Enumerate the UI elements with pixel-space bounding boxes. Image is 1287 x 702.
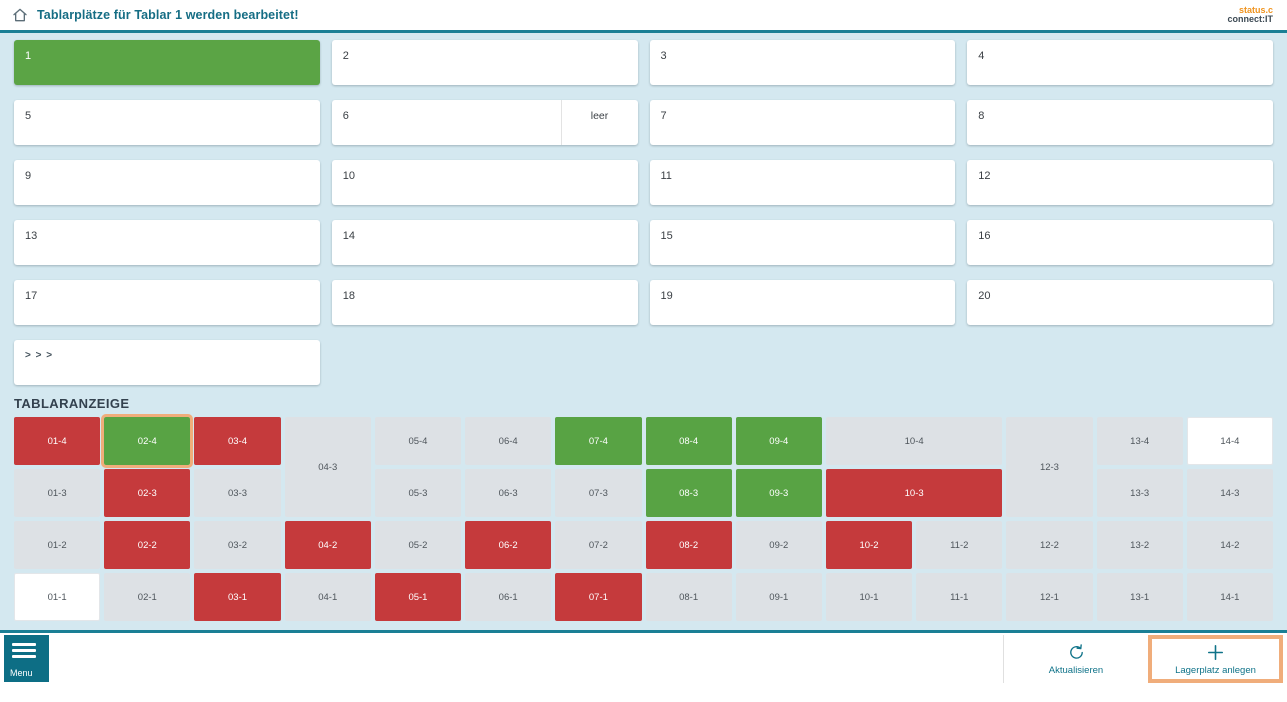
tablar-cell-10-4[interactable]: 10-4	[825, 417, 1003, 465]
tablar-cell-09-2[interactable]: 09-2	[735, 521, 822, 569]
tablar-cell-12-1[interactable]: 12-1	[1006, 573, 1093, 621]
tray-card-4[interactable]: 4	[967, 40, 1273, 85]
tablar-cell-13-1[interactable]: 13-1	[1096, 573, 1183, 621]
tablar-cell-06-4[interactable]: 06-4	[465, 417, 552, 465]
tablar-cell-12-3[interactable]: 12-3	[1006, 417, 1093, 517]
tray-card-6[interactable]: 6 leer	[331, 100, 638, 145]
tablar-cell-03-3[interactable]: 03-3	[194, 469, 281, 517]
tablar-cell-09-3[interactable]: 09-3	[735, 469, 822, 517]
refresh-button-label: Aktualisieren	[1048, 664, 1104, 676]
tablar-cell-06-1[interactable]: 06-1	[465, 573, 552, 621]
tablar-cell-14-4[interactable]: 14-4	[1186, 417, 1273, 465]
brand-logo-line2: connect:IT	[1227, 14, 1273, 24]
tablar-cell-01-2[interactable]: 01-2	[14, 521, 101, 569]
tray-card-1[interactable]: 1	[14, 40, 320, 85]
tablar-cell-05-2[interactable]: 05-2	[374, 521, 462, 569]
refresh-icon	[1069, 643, 1083, 659]
tablar-cell-02-1[interactable]: 02-1	[104, 573, 191, 621]
tablar-cell-14-1[interactable]: 14-1	[1186, 573, 1273, 621]
create-storage-place-button[interactable]: Lagerplatz anlegen	[1148, 635, 1283, 683]
brand-logo: status.c connect:IT	[1227, 4, 1277, 25]
menu-button-label: Menu	[10, 668, 33, 678]
tablar-cell-04-1[interactable]: 04-1	[284, 573, 371, 621]
tray-card-14[interactable]: 14	[331, 220, 638, 265]
tablar-cell-03-2[interactable]: 03-2	[194, 521, 281, 569]
tray-card-13[interactable]: 13	[14, 220, 320, 265]
tablar-cell-14-2[interactable]: 14-2	[1186, 521, 1273, 569]
tray-card-grid: 1 2 3 4 5 6 leer 7 8 9 10 11 12 13 14 15 16 17 18 19 20 > > >	[14, 40, 1273, 385]
tablar-cell-07-3[interactable]: 07-3	[555, 469, 642, 517]
top-header: Tablarplätze für Tablar 1 werden bearbei…	[0, 0, 1287, 30]
tray-card-empty-tag: leer	[560, 100, 638, 145]
tablar-cell-13-2[interactable]: 13-2	[1096, 521, 1183, 569]
tablar-cell-02-4[interactable]: 02-4	[101, 414, 194, 468]
tablar-cell-01-3[interactable]: 01-3	[14, 469, 101, 517]
tray-card-5[interactable]: 5	[14, 100, 320, 145]
tray-card-7[interactable]: 7	[649, 100, 956, 145]
tablar-cell-11-1[interactable]: 11-1	[916, 573, 1003, 621]
tablar-cell-14-3[interactable]: 14-3	[1186, 469, 1273, 517]
plus-icon	[1207, 644, 1224, 660]
tray-card-3[interactable]: 3	[649, 40, 956, 85]
footer-bar: Menu Aktualisieren Lagerplatz anlegen	[0, 633, 1287, 702]
tablar-slot-grid: 01-4 02-4 03-4 04-3 05-4 06-4 07-4 08-4 09-4 10-4…	[14, 414, 1273, 621]
main-content: 1 2 3 4 5 6 leer 7 8 9 10 11 12 13 14 15 16 17 18 19 20 > > >…	[0, 33, 1287, 630]
tablar-cell-11-2[interactable]: 11-2	[916, 521, 1003, 569]
tablar-cell-07-4[interactable]: 07-4	[555, 417, 642, 465]
tablar-cell-13-3[interactable]: 13-3	[1096, 469, 1183, 517]
tray-card-15[interactable]: 15	[649, 220, 956, 265]
tray-card-9[interactable]: 9	[14, 160, 320, 205]
tablar-cell-08-2[interactable]: 08-2	[645, 521, 732, 569]
tray-pager-next[interactable]: > > >	[14, 340, 320, 385]
tray-card-17[interactable]: 17	[14, 280, 320, 325]
tablar-cell-02-3[interactable]: 02-3	[104, 469, 191, 517]
tablar-cell-02-2[interactable]: 02-2	[104, 521, 191, 569]
tablar-cell-09-1[interactable]: 09-1	[735, 573, 822, 621]
tray-card-18[interactable]: 18	[331, 280, 638, 325]
menu-button[interactable]: Menu	[4, 635, 49, 682]
tray-card-20[interactable]: 20	[967, 280, 1273, 325]
tablar-cell-05-4[interactable]: 05-4	[374, 417, 462, 465]
tray-card-11[interactable]: 11	[649, 160, 956, 205]
tablar-section-heading: TABLARANZEIGE	[14, 396, 130, 411]
tray-card-12[interactable]: 12	[967, 160, 1273, 205]
tablar-cell-05-1[interactable]: 05-1	[374, 573, 462, 621]
tablar-cell-06-3[interactable]: 06-3	[465, 469, 552, 517]
tray-card-16[interactable]: 16	[967, 220, 1273, 265]
footer-divider	[0, 630, 1287, 633]
tablar-cell-09-4[interactable]: 09-4	[735, 417, 822, 465]
tray-card-2[interactable]: 2	[331, 40, 638, 85]
tray-card-8[interactable]: 8	[967, 100, 1273, 145]
header-divider	[0, 30, 1287, 33]
footer-actions: Aktualisieren Lagerplatz anlegen	[1003, 635, 1283, 683]
tablar-cell-01-4[interactable]: 01-4	[14, 417, 101, 465]
tablar-cell-06-2[interactable]: 06-2	[465, 521, 552, 569]
brand-logo-line1: status.c	[1238, 4, 1273, 15]
tablar-cell-03-1[interactable]: 03-1	[194, 573, 281, 621]
tablar-cell-13-4[interactable]: 13-4	[1096, 417, 1183, 465]
tablar-cell-04-2[interactable]: 04-2	[284, 521, 371, 569]
tablar-cell-07-2[interactable]: 07-2	[555, 521, 642, 569]
tablar-cell-08-1[interactable]: 08-1	[645, 573, 732, 621]
home-icon[interactable]	[12, 7, 28, 23]
hamburger-icon	[12, 643, 49, 658]
tablar-cell-08-3[interactable]: 08-3	[645, 469, 732, 517]
tablar-cell-04-3[interactable]: 04-3	[284, 417, 371, 517]
tray-card-10[interactable]: 10	[331, 160, 638, 205]
create-storage-place-label: Lagerplatz anlegen	[1175, 664, 1256, 676]
tablar-cell-05-3[interactable]: 05-3	[374, 469, 462, 517]
tray-card-19[interactable]: 19	[649, 280, 956, 325]
tablar-cell-10-3[interactable]: 10-3	[825, 469, 1003, 517]
refresh-button[interactable]: Aktualisieren	[1003, 635, 1148, 683]
page-title: Tablarplätze für Tablar 1 werden bearbei…	[37, 8, 299, 22]
tablar-cell-08-4[interactable]: 08-4	[645, 417, 732, 465]
tablar-cell-12-2[interactable]: 12-2	[1006, 521, 1093, 569]
tablar-cell-07-1[interactable]: 07-1	[555, 573, 642, 621]
tablar-cell-01-1[interactable]: 01-1	[14, 573, 101, 621]
tablar-cell-10-1[interactable]: 10-1	[825, 573, 913, 621]
tablar-cell-03-4[interactable]: 03-4	[194, 417, 281, 465]
tablar-cell-10-2[interactable]: 10-2	[825, 521, 913, 569]
